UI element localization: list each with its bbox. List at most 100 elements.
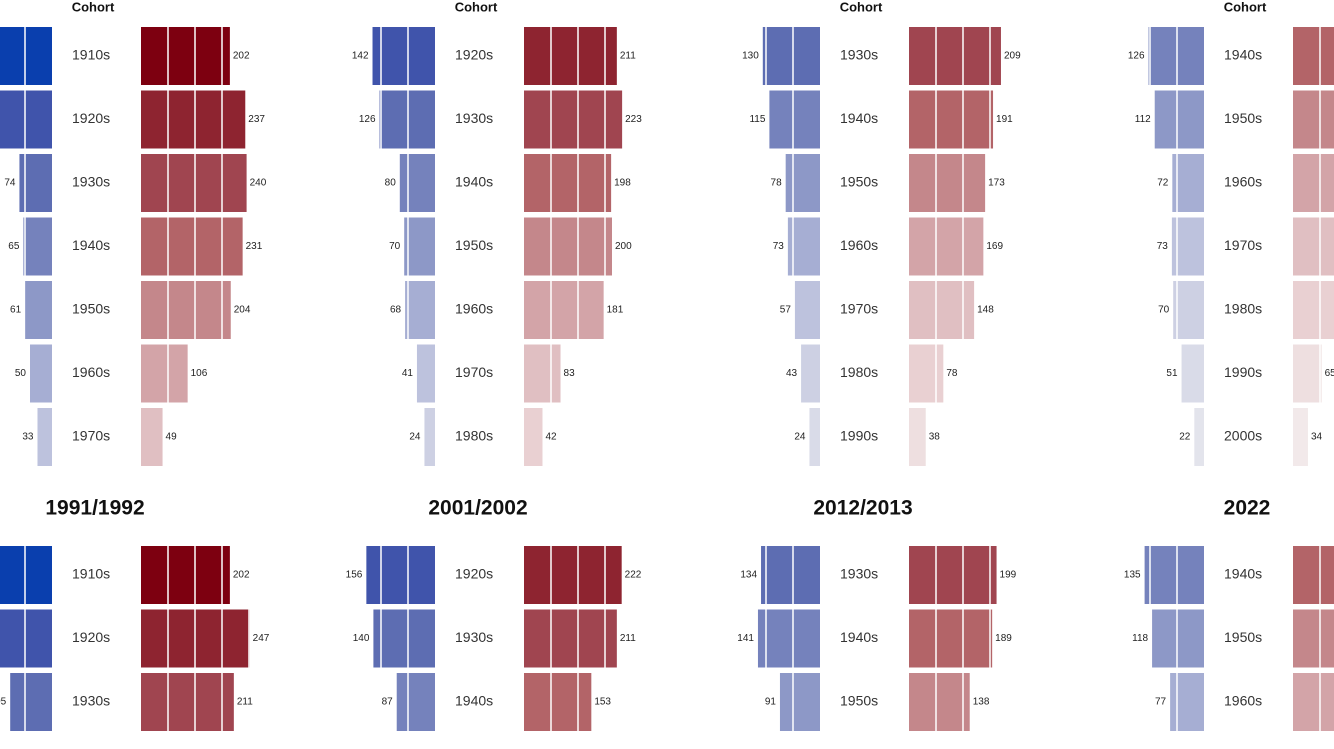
right-bar	[1293, 27, 1334, 85]
cohort-label: 1960s	[1224, 174, 1262, 190]
right-value-label: 106	[191, 368, 208, 379]
left-value-label: 91	[765, 697, 777, 708]
left-bar	[1173, 281, 1204, 339]
left-value-label: 73	[1157, 241, 1169, 252]
right-bar	[1293, 344, 1322, 403]
left-value-label: 130	[742, 51, 759, 62]
right-bar	[524, 408, 543, 466]
right-value-label: 189	[995, 633, 1012, 644]
left-bar	[1170, 673, 1204, 731]
cohort-label: 1920s	[455, 47, 493, 63]
cohort-label: 1960s	[840, 237, 878, 253]
cohort-label: 1950s	[840, 693, 878, 709]
right-bar	[909, 408, 926, 466]
left-value-label: 65	[8, 241, 20, 252]
right-bar	[141, 154, 247, 212]
right-value-label: 49	[166, 432, 178, 443]
left-value-label: 33	[22, 432, 34, 443]
left-value-label: 126	[359, 114, 376, 125]
left-bar	[0, 27, 52, 85]
left-value-label: 134	[740, 570, 757, 581]
right-value-label: 148	[977, 305, 994, 316]
left-value-label: 24	[794, 432, 806, 443]
left-bar	[1144, 546, 1204, 604]
cohort-label: 1960s	[455, 301, 493, 317]
right-value-label: 34	[1311, 432, 1323, 443]
panel-title: 2001/2002	[428, 497, 527, 520]
cohort-label: 2000s	[1224, 428, 1262, 444]
left-value-label: 72	[1157, 178, 1169, 189]
left-bar	[794, 281, 820, 339]
right-bar	[141, 217, 243, 276]
left-bar	[366, 546, 435, 604]
left-bar	[801, 344, 820, 403]
cohort-label: 1940s	[840, 629, 878, 645]
right-bar	[909, 546, 997, 604]
right-bar	[524, 546, 622, 604]
left-value-label: 73	[773, 241, 785, 252]
left-value-label: 135	[1124, 570, 1141, 581]
left-value-label: 87	[382, 697, 394, 708]
cohort-header: Cohort	[840, 0, 883, 14]
cohort-header: Cohort	[455, 0, 498, 14]
right-bar	[909, 154, 986, 212]
left-bar	[769, 90, 820, 149]
right-value-label: 247	[253, 633, 270, 644]
right-value-label: 191	[996, 114, 1013, 125]
right-value-label: 65	[1325, 368, 1334, 379]
cohort-label: 1950s	[1224, 110, 1262, 126]
left-bar	[10, 673, 52, 731]
right-value-label: 204	[234, 305, 251, 316]
right-value-label: 209	[1004, 51, 1021, 62]
left-value-label: 95	[0, 697, 7, 708]
left-bar	[23, 217, 52, 276]
right-bar	[909, 344, 944, 403]
right-bar	[1293, 217, 1334, 276]
left-value-label: 57	[780, 305, 792, 316]
right-bar	[1293, 154, 1334, 212]
right-value-label: 83	[564, 368, 576, 379]
right-value-label: 211	[237, 697, 253, 708]
right-bar	[141, 408, 163, 466]
right-bar	[524, 90, 623, 149]
cohort-label: 1940s	[840, 110, 878, 126]
left-value-label: 43	[786, 368, 798, 379]
cohort-label: 1960s	[1224, 693, 1262, 709]
right-value-label: 173	[988, 178, 1005, 189]
left-bar	[1152, 609, 1204, 668]
left-bar	[405, 281, 435, 339]
left-bar	[37, 408, 52, 466]
cohort-label: 1940s	[455, 174, 493, 190]
cohort-label: 1970s	[1224, 237, 1262, 253]
cohort-label: 1930s	[72, 174, 110, 190]
right-bar	[141, 281, 231, 339]
right-value-label: 138	[973, 697, 990, 708]
right-value-label: 223	[625, 114, 642, 125]
right-bar	[1293, 609, 1334, 668]
left-bar	[404, 217, 435, 276]
left-bar	[30, 344, 52, 403]
right-value-label: 42	[545, 432, 557, 443]
right-bar	[909, 217, 984, 276]
left-bar	[424, 408, 435, 466]
right-bar	[524, 27, 617, 85]
left-bar	[372, 27, 435, 85]
left-value-label: 142	[352, 51, 369, 62]
cohort-label: 1970s	[840, 301, 878, 317]
cohort-label: 1940s	[455, 693, 493, 709]
right-bar	[524, 609, 617, 668]
cohort-label: 1910s	[72, 47, 110, 63]
right-value-label: 211	[620, 633, 636, 644]
cohort-label: 1950s	[455, 237, 493, 253]
left-value-label: 24	[409, 432, 421, 443]
right-bar	[141, 344, 188, 403]
cohort-label: 1980s	[840, 364, 878, 380]
cohort-label: 1940s	[1224, 47, 1262, 63]
left-value-label: 112	[1135, 114, 1151, 125]
left-value-label: 78	[771, 178, 783, 189]
left-value-label: 51	[1166, 368, 1178, 379]
right-bar	[1293, 281, 1334, 339]
right-value-label: 237	[248, 114, 265, 125]
